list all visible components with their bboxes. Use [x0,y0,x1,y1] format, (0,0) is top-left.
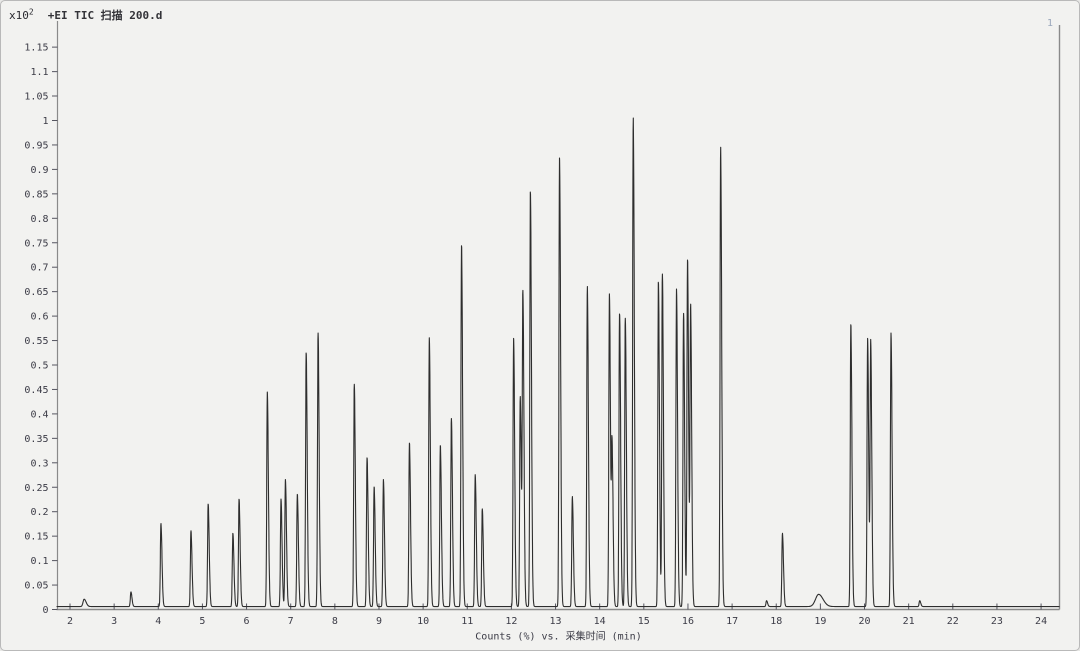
x-axis-title: Counts (%) vs. 采集时间 (min) [475,630,641,643]
y-tick-label: 0.85 [24,189,48,200]
x-tick-label: 10 [417,616,429,627]
x-tick-label: 23 [991,616,1003,627]
y-tick-label: 0.3 [30,458,48,469]
x-tick-label: 21 [903,616,915,627]
y-tick-label: 0.1 [30,556,48,567]
tic-trace [56,117,1060,608]
y-tick-label: 0.8 [30,214,48,225]
x-tick-label: 18 [770,616,782,627]
axis-labels: 0 0.05 0.1 0.15 0.2 0.25 0.3 0.35 0.4 0.45 0.5 0.55… [24,43,1047,643]
y-tick-label: 0.5 [30,361,48,372]
pane-number-label: 1 [1046,18,1053,29]
x-tick-label: 11 [461,616,473,627]
x-tick-label: 22 [947,616,959,627]
y-tick-label: 1.1 [30,67,48,78]
y-tick-label: 1 [42,116,48,127]
plot-header: x102 +EI TIC 扫描 200.d [9,7,162,23]
y-tick-label: 0.05 [24,581,48,592]
y-tick-label: 0.4 [30,409,48,420]
y-tick-label: 0.45 [24,385,48,396]
y-tick-label: 1.15 [24,43,48,54]
y-tick-label: 0.6 [30,312,48,323]
y-tick-label: 0.65 [24,287,48,298]
x-tick-label: 3 [111,616,117,627]
x-tick-label: 17 [726,616,738,627]
y-tick-label: 0.2 [30,507,48,518]
x-tick-label: 7 [288,616,294,627]
tic-trace-path [56,117,1060,608]
x-tick-label: 14 [594,616,606,627]
y-tick-label: 0.15 [24,532,48,543]
y-scale-exponent: 2 [28,7,34,17]
x-tick-label: 15 [638,616,650,627]
y-tick-label: 0.7 [30,263,48,274]
x-tick-label: 24 [1035,616,1047,627]
x-tick-label: 19 [814,616,826,627]
chromatogram-title: +EI TIC 扫描 200.d [47,9,163,22]
y-tick-label: 0 [42,605,48,616]
x-tick-label: 16 [682,616,694,627]
y-tick-label: 0.55 [24,336,48,347]
x-tick-label: 20 [858,616,870,627]
x-tick-label: 13 [550,616,562,627]
y-tick-label: 0.95 [24,140,48,151]
x-tick-label: 12 [505,616,517,627]
x-tick-label: 6 [244,616,250,627]
y-scale-label: x102 [9,7,34,22]
x-tick-label: 4 [155,616,161,627]
y-tick-label: 0.75 [24,238,48,249]
x-tick-label: 8 [332,616,338,627]
y-tick-label: 1.05 [24,92,48,103]
y-tick-label: 0.35 [24,434,48,445]
y-tick-label: 0.9 [30,165,48,176]
x-tick-label: 9 [376,616,382,627]
y-tick-label: 0.25 [24,483,48,494]
x-tick-label: 2 [67,616,73,627]
x-tick-label: 5 [199,616,205,627]
